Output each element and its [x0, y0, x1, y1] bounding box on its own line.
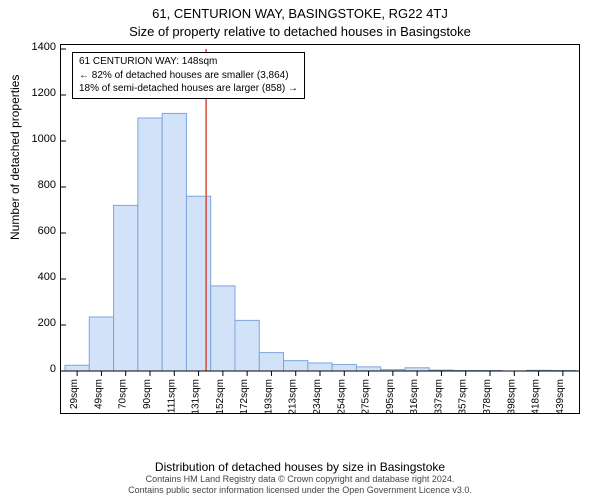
x-tick-label: 131sqm	[191, 379, 202, 413]
x-tick-label: 316sqm	[409, 379, 420, 413]
figure: 61, CENTURION WAY, BASINGSTOKE, RG22 4TJ…	[0, 0, 600, 500]
histogram-bar	[186, 196, 210, 371]
annotation-line-2: ← 82% of detached houses are smaller (3,…	[79, 69, 298, 83]
x-tick-label: 378sqm	[482, 379, 493, 413]
y-tick-label: 1400	[26, 41, 56, 53]
x-tick-label: 70sqm	[118, 379, 129, 409]
y-tick-label: 1000	[26, 133, 56, 145]
x-tick-label: 418sqm	[531, 379, 542, 413]
histogram-bar	[65, 365, 89, 371]
x-tick-label: 234sqm	[312, 379, 323, 413]
histogram-bar	[356, 367, 380, 371]
x-tick-label: 254sqm	[336, 379, 347, 413]
x-tick-label: 398sqm	[506, 379, 517, 413]
histogram-bar	[235, 320, 259, 371]
credit-line-2: Contains public sector information licen…	[128, 485, 472, 495]
x-tick-label: 295sqm	[385, 379, 396, 413]
credit-line-1: Contains HM Land Registry data © Crown c…	[146, 474, 455, 484]
histogram-bar	[332, 365, 356, 371]
histogram-bar	[114, 205, 138, 371]
x-tick-label: 193sqm	[263, 379, 274, 413]
x-tick-label: 172sqm	[239, 379, 250, 413]
title-line-1: 61, CENTURION WAY, BASINGSTOKE, RG22 4TJ	[0, 6, 600, 21]
x-tick-label: 49sqm	[93, 379, 104, 409]
histogram-bar	[138, 118, 162, 371]
x-axis-label: Distribution of detached houses by size …	[0, 460, 600, 474]
annotation-line-1: 61 CENTURION WAY: 148sqm	[79, 55, 298, 69]
histogram-bar	[308, 363, 332, 371]
histogram-bar	[211, 286, 235, 371]
x-tick-label: 90sqm	[142, 379, 153, 409]
annotation-box: 61 CENTURION WAY: 148sqm ← 82% of detach…	[72, 52, 305, 99]
y-tick-label: 0	[26, 363, 56, 375]
histogram-bar	[284, 361, 308, 371]
histogram-bar	[89, 317, 113, 371]
y-tick-label: 400	[26, 271, 56, 283]
x-tick-label: 357sqm	[458, 379, 469, 413]
x-tick-label: 111sqm	[166, 379, 177, 413]
y-tick-label: 800	[26, 179, 56, 191]
x-tick-label: 29sqm	[69, 379, 80, 409]
y-tick-label: 1200	[26, 87, 56, 99]
histogram-bar	[162, 113, 186, 371]
x-tick-label: 152sqm	[215, 379, 226, 413]
credit-text: Contains HM Land Registry data © Crown c…	[0, 474, 600, 497]
chart-svg: 29sqm 49sqm 70sqm 90sqm 111sqm 131sqm 152sqm 17…	[61, 45, 579, 413]
y-tick-label: 600	[26, 225, 56, 237]
y-tick-label: 200	[26, 317, 56, 329]
plot-area: 29sqm 49sqm 70sqm 90sqm 111sqm 131sqm 152sqm 17…	[60, 44, 580, 414]
x-tick-label: 213sqm	[288, 379, 299, 413]
y-axis-label: Number of detached properties	[8, 75, 22, 240]
histogram-bar	[259, 353, 283, 371]
x-tick-label: 337sqm	[433, 379, 444, 413]
title-line-2: Size of property relative to detached ho…	[0, 24, 600, 39]
x-tick-label: 275sqm	[361, 379, 372, 413]
x-tick-label: 439sqm	[555, 379, 566, 413]
annotation-line-3: 18% of semi-detached houses are larger (…	[79, 82, 298, 96]
